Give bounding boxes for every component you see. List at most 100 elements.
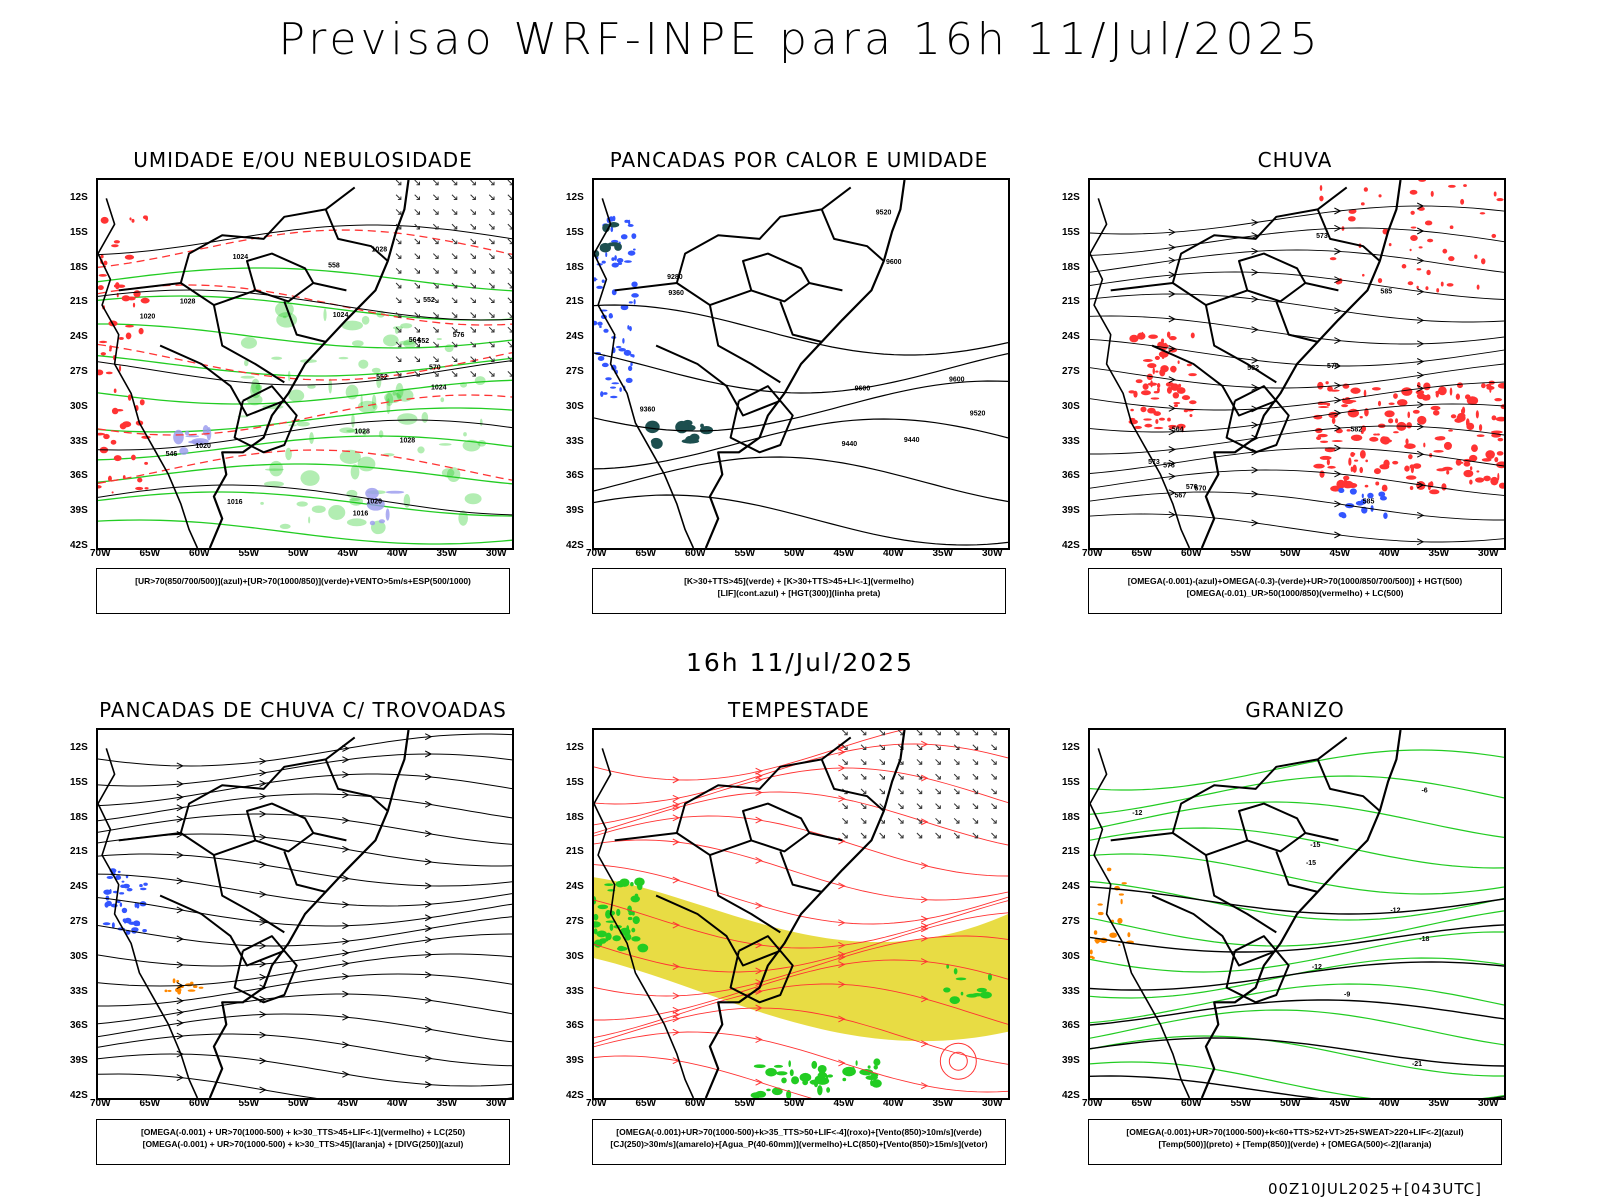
lat-tick-label: 30S [566, 400, 584, 412]
lon-tick-label: 35W [932, 548, 954, 559]
lat-tick-label: 39S [70, 505, 88, 517]
contour-label: 585 [1380, 288, 1392, 295]
weather-map: 585 582 582 585 573 576 576 573 570 567 564 570 [1088, 178, 1506, 550]
lon-tick-label: 45W [833, 548, 855, 559]
contour-label: 1024 [431, 385, 447, 392]
lon-tick-label: 45W [833, 1098, 855, 1109]
contour-label: 9440 [842, 441, 858, 448]
lon-tick-label: 35W [1428, 548, 1450, 559]
lat-tick-label: 39S [1062, 505, 1080, 517]
contour-label: 1020 [367, 499, 383, 506]
contour-label: 9600 [855, 386, 871, 393]
lon-tick-label: 50W [288, 548, 309, 559]
lat-tick-label: 33S [70, 435, 88, 447]
legend-box: [OMEGA(-0.001)-(azul)+OMEGA(-0.3)-(verde… [1088, 568, 1502, 614]
lat-tick-label: 21S [566, 296, 584, 308]
lat-tick-label: 24S [566, 331, 584, 343]
lon-tick-label: 60W [1181, 1098, 1202, 1109]
lat-tick-label: 42S [70, 540, 88, 551]
map-plot [98, 730, 512, 1098]
legend-line: [K>30+TTS>45](verde) + [K>30+TTS>45+LI<-… [684, 576, 914, 586]
lat-tick-label: 39S [566, 1055, 584, 1067]
lat-tick-label: 30S [70, 400, 88, 412]
lat-tick-label: 24S [566, 881, 584, 893]
lat-tick-label: 42S [70, 1090, 88, 1101]
lon-tick-label: 50W [1280, 1098, 1301, 1109]
lon-tick-label: 30W [1478, 1098, 1499, 1109]
lon-tick-label: 30W [1478, 548, 1499, 559]
lat-tick-label: 15S [566, 776, 584, 788]
lat-tick-label: 39S [566, 505, 584, 517]
lat-tick-label: 33S [566, 435, 584, 447]
lat-tick-label: 18S [1062, 261, 1080, 273]
lon-tick-label: 70W [90, 1098, 111, 1109]
lon-tick-label: 65W [139, 548, 161, 559]
contour-label: -12 [1312, 964, 1322, 971]
contour-label: 576 [453, 332, 465, 339]
lat-tick-label: 33S [566, 985, 584, 997]
run-info-footer: 00Z10JUL2025+[043UTC] [1267, 1180, 1482, 1198]
lat-tick-label: 33S [1062, 435, 1080, 447]
contour-label: 552 [417, 338, 429, 345]
lon-tick-label: 60W [685, 1098, 706, 1109]
main-title: Previsao WRF-INPE para 16h 11/Jul/2025 [278, 14, 1322, 65]
contour-label: -9 [1344, 992, 1350, 999]
contour-label: 1024 [233, 254, 249, 261]
weather-map [96, 728, 514, 1100]
lat-tick-label: 18S [70, 811, 88, 823]
lat-tick-label: 24S [70, 331, 88, 343]
panel-title: CHUVA [1257, 148, 1333, 172]
lon-tick-label: 40W [1379, 1098, 1400, 1109]
contour-label: -12 [1390, 908, 1400, 915]
contour-label: -18 [1419, 936, 1429, 943]
lat-tick-label: 33S [1062, 985, 1080, 997]
lat-tick-label: 27S [70, 366, 88, 377]
lon-tick-label: 30W [486, 1098, 507, 1109]
contour-label: 1020 [140, 313, 156, 320]
legend-box: [OMEGA(-0.001)+UR>70(1000-500)+k<60+TTS>… [1088, 1119, 1502, 1165]
lat-tick-label: 39S [1062, 1055, 1080, 1067]
lat-tick-label: 36S [1062, 470, 1080, 482]
contour-label: 1020 [195, 443, 211, 450]
contour-label: 576 [1163, 462, 1175, 469]
legend-line: [OMEGA(-0.001)+UR>70(1000-500)+k>35_TTS>… [616, 1127, 982, 1137]
lon-tick-label: 35W [436, 548, 458, 559]
contour-label: -6 [1421, 787, 1427, 794]
lat-tick-label: 30S [1062, 950, 1080, 962]
lon-tick-label: 55W [734, 1098, 756, 1109]
lon-tick-label: 55W [1230, 1098, 1252, 1109]
lon-tick-label: 70W [1082, 548, 1103, 559]
lat-tick-label: 15S [1062, 776, 1080, 788]
lat-tick-label: 18S [70, 261, 88, 273]
lon-tick-label: 70W [586, 1098, 607, 1109]
lat-tick-label: 12S [566, 192, 584, 203]
contour-label: -15 [1306, 860, 1316, 867]
contour-label: 558 [328, 262, 340, 269]
contour-label: 564 [1172, 427, 1184, 434]
lat-tick-label: 21S [70, 846, 88, 858]
weather-map: 9600 9520 9440 9360 9280 9360 9520 9440 9600 9600 [592, 178, 1010, 550]
lat-tick-label: 42S [566, 540, 584, 551]
lon-tick-label: 30W [982, 548, 1003, 559]
contour-label: 552 [423, 297, 435, 304]
lon-tick-label: 40W [387, 1098, 408, 1109]
lat-tick-label: 30S [1062, 400, 1080, 412]
lon-tick-label: 70W [1082, 1098, 1103, 1109]
contour-label: 9440 [904, 437, 920, 444]
lat-tick-label: 36S [70, 470, 88, 482]
lon-tick-label: 70W [586, 548, 607, 559]
lon-tick-label: 60W [189, 548, 210, 559]
contour-label: 570 [1195, 485, 1207, 492]
lon-tick-label: 55W [1230, 548, 1252, 559]
legend-line: [OMEGA(-0.001) + UR>70(1000-500) + k>30_… [140, 1127, 466, 1137]
lon-tick-label: 50W [784, 548, 805, 559]
lon-tick-label: 60W [1181, 548, 1202, 559]
lat-tick-label: 12S [70, 742, 88, 753]
lat-tick-label: 21S [70, 296, 88, 308]
lon-tick-label: 65W [635, 548, 657, 559]
contour-label: 9520 [876, 210, 892, 217]
valid-time-label: 16h 11/Jul/2025 [685, 648, 915, 677]
lon-tick-label: 55W [238, 548, 260, 559]
lat-tick-label: 21S [1062, 846, 1080, 858]
